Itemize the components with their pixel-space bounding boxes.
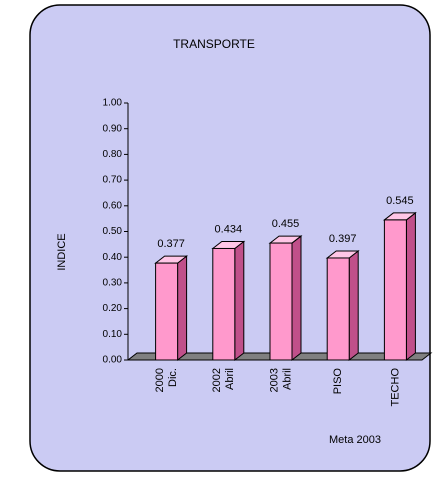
chart-frame bbox=[29, 4, 431, 472]
y-tick-label: 0.50 bbox=[103, 226, 123, 237]
y-tick-label: 0.90 bbox=[103, 123, 123, 134]
bar-side bbox=[234, 240, 245, 362]
y-tick-label: 0.70 bbox=[103, 175, 123, 186]
y-tick-label: 0.60 bbox=[103, 200, 123, 211]
bar-side bbox=[291, 235, 302, 362]
y-tick-label: 0.80 bbox=[103, 149, 123, 160]
y-tick-label: 0.00 bbox=[103, 355, 123, 366]
bar-side bbox=[348, 249, 359, 362]
x-tick-label: PISO bbox=[332, 368, 344, 395]
x-tick-label: Abril bbox=[281, 368, 293, 390]
value-label: 0.545 bbox=[386, 195, 414, 207]
bar bbox=[155, 262, 179, 361]
x-tick-label: 2003 bbox=[268, 368, 280, 392]
y-tick-label: 0.10 bbox=[103, 329, 123, 340]
chart-title: TRANSPORTE bbox=[173, 37, 255, 51]
value-label: 0.377 bbox=[157, 238, 185, 250]
bar bbox=[212, 247, 236, 361]
value-label: 0.434 bbox=[215, 223, 243, 235]
y-tick-label: 1.00 bbox=[103, 98, 123, 109]
x-tick-label: 2002 bbox=[211, 368, 223, 392]
bar-side bbox=[177, 255, 188, 362]
bar bbox=[269, 242, 293, 361]
bar bbox=[326, 257, 350, 361]
x-tick-label: Abril bbox=[224, 368, 236, 390]
value-label: 0.455 bbox=[272, 218, 300, 230]
x-tick-label: 2000 bbox=[154, 368, 166, 392]
bar-side bbox=[405, 211, 416, 362]
annotation: Meta 2003 bbox=[329, 434, 381, 446]
value-label: 0.397 bbox=[329, 233, 357, 245]
x-tick-label: Dic. bbox=[167, 368, 179, 387]
y-tick-label: 0.20 bbox=[103, 303, 123, 314]
y-tick-label: 0.40 bbox=[103, 252, 123, 263]
y-axis-label: INDICE bbox=[56, 233, 68, 270]
x-tick-label: TECHO bbox=[389, 368, 401, 407]
y-tick-label: 0.30 bbox=[103, 278, 123, 289]
bar bbox=[383, 219, 407, 361]
